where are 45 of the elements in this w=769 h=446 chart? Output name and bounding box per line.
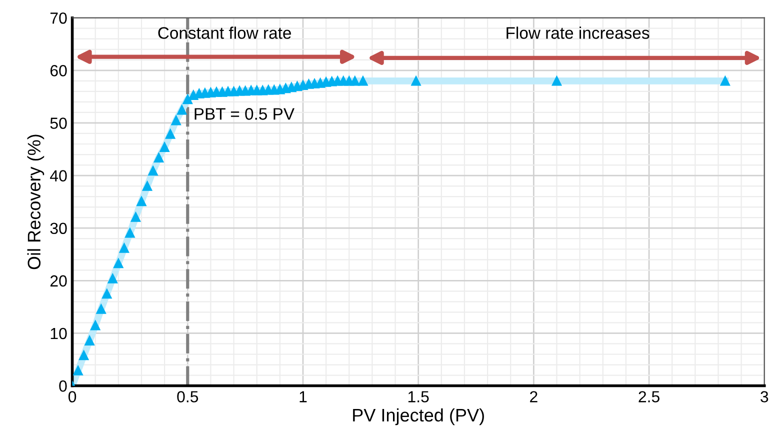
annotation: Constant flow rate bbox=[158, 26, 291, 39]
point bbox=[125, 228, 135, 238]
y-tick-label: 10 bbox=[50, 328, 67, 340]
x-tick-label: 2 bbox=[530, 391, 538, 402]
point bbox=[114, 258, 124, 268]
point bbox=[102, 288, 112, 299]
x-axis-title: PV Injected (PV) bbox=[353, 408, 484, 426]
point bbox=[165, 129, 176, 139]
x-tick-label: 1.5 bbox=[408, 391, 429, 402]
ref-line-label: PBT = 0.5 PV bbox=[194, 108, 294, 120]
point bbox=[182, 94, 192, 104]
point bbox=[73, 366, 83, 376]
point bbox=[350, 76, 360, 86]
point bbox=[108, 274, 118, 284]
point bbox=[84, 336, 94, 346]
x-tick-label: 3 bbox=[760, 391, 768, 402]
point bbox=[90, 320, 100, 330]
y-tick-label: 60 bbox=[50, 65, 67, 76]
point bbox=[96, 304, 106, 314]
y-tick-label: 40 bbox=[50, 170, 67, 182]
point bbox=[411, 76, 421, 86]
point bbox=[358, 76, 368, 86]
annotation: Flow rate increases bbox=[506, 26, 650, 39]
point bbox=[142, 181, 152, 191]
point bbox=[130, 212, 141, 222]
point bbox=[177, 104, 187, 115]
point bbox=[720, 76, 730, 86]
y-tick-label: 70 bbox=[50, 12, 67, 24]
point bbox=[148, 166, 158, 176]
point bbox=[119, 243, 130, 253]
x-tick-label: 0.5 bbox=[177, 391, 198, 402]
x-tick-label: 0 bbox=[68, 391, 76, 402]
y-tick-label: 20 bbox=[50, 275, 67, 287]
y-axis-title: Oil Recovery (%) bbox=[27, 134, 44, 270]
y-tick-label: 0 bbox=[59, 380, 67, 392]
point bbox=[136, 196, 146, 206]
y-tick-label: 50 bbox=[50, 118, 67, 129]
point bbox=[552, 76, 562, 86]
point bbox=[78, 350, 89, 360]
x-tick-label: 2.5 bbox=[638, 391, 660, 402]
y-tick-label: 30 bbox=[50, 222, 67, 234]
x-tick-label: 1 bbox=[300, 391, 307, 402]
point bbox=[160, 142, 170, 152]
point bbox=[154, 152, 164, 163]
point bbox=[171, 115, 181, 126]
